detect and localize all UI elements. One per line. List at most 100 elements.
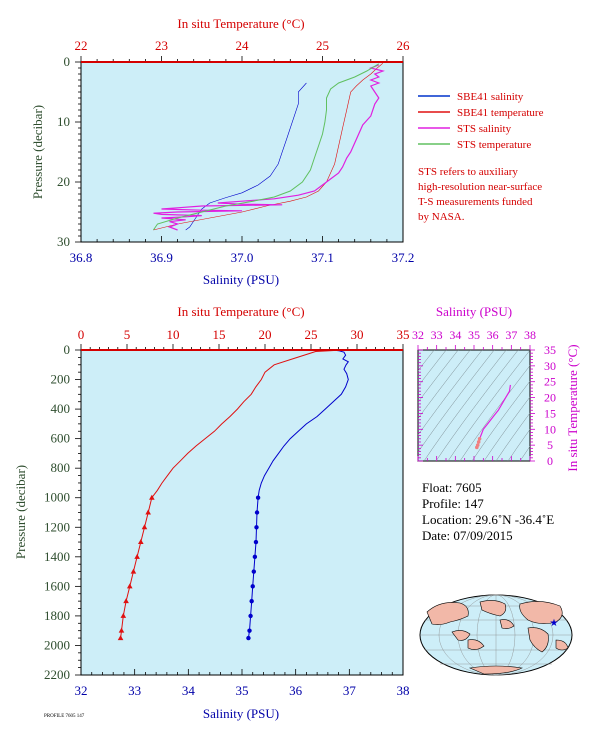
ts-temperature-axis-label: In situ Temperature (°C)	[565, 344, 580, 471]
ts-temperature-tick-label: 0	[547, 454, 553, 468]
bottom-temperature-tick-label: 25	[305, 327, 318, 342]
legend-label: STS temperature	[457, 139, 531, 151]
bottom-salinity-tick-label: 37	[343, 683, 357, 698]
footer-label: PROFILE 7605 147	[44, 714, 85, 719]
profile-number: Profile: 147	[422, 496, 484, 511]
salinity-marker	[253, 539, 259, 545]
location: Location: 29.6˚N -36.4˚E	[422, 512, 554, 527]
bottom-temperature-tick-label: 30	[351, 327, 364, 342]
legend-item-sbe41-temperature: SBE41 temperature	[418, 107, 544, 119]
density-contour	[418, 350, 495, 453]
salinity-marker	[255, 495, 261, 500]
legend: SBE41 salinity SBE41 temperature STS sal…	[418, 91, 544, 151]
temperature-marker	[120, 612, 127, 618]
density-contour	[435, 350, 519, 461]
bottom-temp-axis-title: In situ Temperature (°C)	[177, 304, 304, 319]
density-contour	[495, 412, 530, 461]
ts-salinity-tick-label: 33	[431, 328, 443, 342]
density-contour	[418, 350, 459, 403]
salinity-marker	[249, 598, 254, 604]
legend-label: SBE41 salinity	[457, 91, 524, 103]
ts-temperature-tick-label: 10	[544, 422, 556, 436]
top-salinity-axis-label: Salinity (PSU)	[203, 272, 279, 287]
bottom-pressure-tick-label: 0	[64, 342, 71, 357]
ts-marker	[477, 437, 482, 441]
note-line: by NASA.	[418, 211, 465, 223]
ts-density-contours	[418, 350, 530, 461]
salinity-marker	[250, 584, 255, 589]
ts-salinity-tick-label: 35	[468, 328, 480, 342]
ts-temperature-tick-label: 30	[544, 359, 556, 373]
salinity-marker	[248, 613, 253, 619]
ts-temperature-tick-label: 15	[544, 406, 556, 420]
bottom-pressure-tick-label: 2200	[44, 667, 70, 682]
temperature-marker	[145, 509, 151, 515]
float-info: Float: 7605 Profile: 147 Location: 29.6˚…	[422, 480, 554, 543]
top-temperature-tick-label: 24	[236, 38, 250, 53]
density-contour	[423, 350, 507, 461]
bottom-temperature-profile	[120, 349, 343, 639]
top-pressure-tick-label: 20	[57, 174, 70, 189]
density-contour	[459, 365, 530, 461]
legend-item-sbe41-salinity: SBE41 salinity	[418, 91, 524, 103]
bottom-salinity-tick-label: 36	[289, 683, 303, 698]
bottom-pressure-axis-label: Pressure (decibar)	[13, 465, 28, 559]
bottom-pressure-tick-label: 1400	[44, 549, 70, 564]
bottom-salinity-tick-label: 34	[182, 683, 196, 698]
bottom-salinity-axis-label: Salinity (PSU)	[203, 706, 279, 721]
ts-salinity-tick-label: 34	[449, 328, 461, 342]
note-line: STS refers to auxiliary	[418, 166, 518, 178]
top-plot-area	[80, 61, 404, 243]
bottom-pressure-tick-label: 1800	[44, 608, 70, 623]
top-pressure-axis-label: Pressure (decibar)	[30, 105, 45, 199]
ts-temperature-tick-label: 25	[544, 375, 556, 389]
date: Date: 07/09/2015	[422, 528, 513, 543]
top-temperature-tick-label: 26	[397, 38, 411, 53]
bottom-pressure-tick-label: 200	[51, 372, 71, 387]
ts-plot-area	[417, 349, 531, 462]
salinity-marker	[254, 525, 259, 530]
density-contour	[418, 350, 471, 419]
float-id: Float: 7605	[422, 480, 482, 495]
density-contour	[483, 396, 530, 461]
bottom-pressure-tick-label: 800	[51, 460, 71, 475]
top-salinity-tick-label: 36.8	[70, 250, 93, 265]
bottom-pressure-tick-label: 2000	[44, 637, 70, 652]
density-contour	[418, 350, 447, 387]
top-salinity-tick-label: 37.1	[311, 250, 334, 265]
bottom-temperature-tick-label: 20	[259, 327, 272, 342]
ts-temperature-tick-label: 35	[544, 343, 556, 357]
ts-temperature-tick-label: 20	[544, 391, 556, 405]
density-contour	[471, 380, 530, 461]
top-salinity-tick-label: 36.9	[150, 250, 173, 265]
bottom-temperature-tick-label: 15	[213, 327, 226, 342]
temperature-marker	[141, 524, 148, 530]
temperature-marker	[126, 583, 133, 589]
bottom-salinity-tick-label: 35	[236, 683, 249, 698]
bottom-pressure-tick-label: 1600	[44, 578, 70, 593]
salinity-marker	[252, 554, 258, 560]
bottom-pressure-tick-label: 1000	[44, 490, 70, 505]
top-salinity-tick-label: 37.0	[231, 250, 254, 265]
temperature-marker	[134, 553, 140, 559]
top-pressure-tick-label: 0	[64, 54, 71, 69]
salinity-marker	[254, 510, 260, 515]
legend-label: STS salinity	[457, 123, 512, 135]
world-map: ★	[419, 594, 573, 676]
bottom-salinity-profile	[247, 349, 350, 639]
legend-item-sts-temperature: STS temperature	[418, 139, 531, 151]
temperature-marker	[138, 539, 144, 545]
ts-salinity-tick-label: 36	[487, 328, 499, 342]
ts-salinity-tick-label: 32	[412, 328, 424, 342]
top-series-sbe41-temperature	[153, 62, 384, 231]
top-temperature-tick-label: 22	[75, 38, 88, 53]
top-series-sts-temperature	[152, 63, 380, 231]
bottom-temperature-tick-label: 5	[124, 327, 131, 342]
legend-label: SBE41 temperature	[457, 107, 544, 119]
temperature-marker	[130, 568, 137, 574]
note-line: T-S measurements funded	[418, 196, 533, 208]
salinity-marker	[246, 635, 251, 641]
top-temperature-tick-label: 25	[316, 38, 329, 53]
temperature-marker	[118, 627, 125, 633]
